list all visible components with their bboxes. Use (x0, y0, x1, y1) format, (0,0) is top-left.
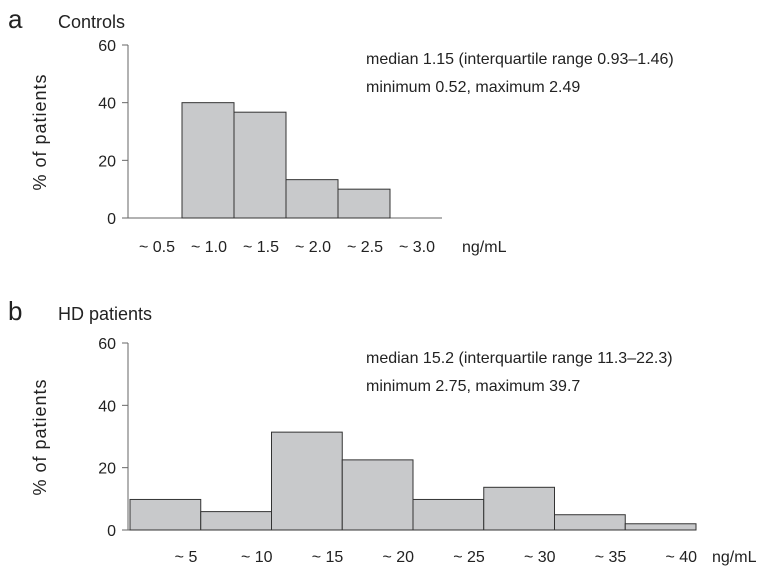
b-bar (271, 431, 343, 531)
panel-b-bars (129, 431, 697, 531)
a-x-tick-label: ~ 2.0 (295, 239, 331, 256)
panel-b-stat-median: median 15.2 (interquartile range 11.3–22… (366, 350, 673, 367)
a-x-tick-label: ~ 3.0 (399, 239, 435, 256)
panel-a-stat-range: minimum 0.52, maximum 2.49 (366, 79, 580, 96)
b-x-tick-label: ~ 20 (382, 549, 414, 566)
a-x-tick-label: ~ 2.5 (347, 239, 383, 256)
a-y-tick-label: 60 (98, 38, 116, 55)
a-x-tick-label: ~ 0.5 (139, 239, 175, 256)
a-bar (337, 188, 391, 219)
panel-a-title: Controls (58, 12, 125, 32)
a-bar (233, 111, 287, 219)
b-x-tick-label: ~ 5 (175, 549, 198, 566)
a-x-tick-label: ~ 1.0 (191, 239, 227, 256)
panel-letter-b: b (8, 296, 22, 326)
panel-a-stat-median: median 1.15 (interquartile range 0.93–1.… (366, 51, 674, 68)
b-bar (624, 523, 697, 531)
panel-b-y-ticks: 0 20 40 60 (98, 336, 128, 540)
panel-b-x-unit: ng/mL (712, 549, 757, 566)
panel-b-title: HD patients (58, 304, 152, 324)
b-x-tick-label: ~ 40 (665, 549, 697, 566)
b-bar (200, 511, 272, 531)
panel-a-y-ticks: 0 20 40 60 (98, 38, 128, 228)
b-bar (341, 459, 414, 531)
b-y-tick-label: 60 (98, 336, 116, 353)
panel-b-x-ticks: ~ 5 ~ 10 ~ 15 ~ 20 ~ 25 ~ 30 ~ 35 ~ 40 (175, 549, 697, 566)
panel-letter-a: a (8, 4, 23, 34)
b-bar (412, 498, 485, 531)
a-y-tick-label: 0 (107, 211, 116, 228)
b-bar (129, 498, 202, 531)
a-bar (181, 102, 235, 219)
panel-b-stat-range: minimum 2.75, maximum 39.7 (366, 378, 580, 395)
b-y-tick-label: 40 (98, 398, 116, 415)
panel-b-y-axis-label: % of patients (30, 378, 50, 495)
a-bar (285, 179, 339, 219)
a-y-tick-label: 20 (98, 153, 116, 170)
b-x-tick-label: ~ 30 (524, 549, 556, 566)
b-x-tick-label: ~ 10 (241, 549, 273, 566)
a-y-tick-label: 40 (98, 96, 116, 113)
a-x-tick-label: ~ 1.5 (243, 239, 279, 256)
panel-a-y-axis-label: % of patients (30, 73, 50, 190)
b-x-tick-label: ~ 15 (312, 549, 344, 566)
panel-a-x-unit: ng/mL (462, 239, 507, 256)
b-y-tick-label: 0 (107, 523, 116, 540)
b-x-tick-label: ~ 35 (595, 549, 627, 566)
panel-a-x-ticks: ~ 0.5 ~ 1.0 ~ 1.5 ~ 2.0 ~ 2.5 ~ 3.0 (139, 239, 435, 256)
b-bar (483, 486, 555, 531)
b-y-tick-label: 20 (98, 461, 116, 478)
b-x-tick-label: ~ 25 (453, 549, 485, 566)
b-bar (554, 514, 626, 531)
panel-a-bars (181, 102, 391, 219)
